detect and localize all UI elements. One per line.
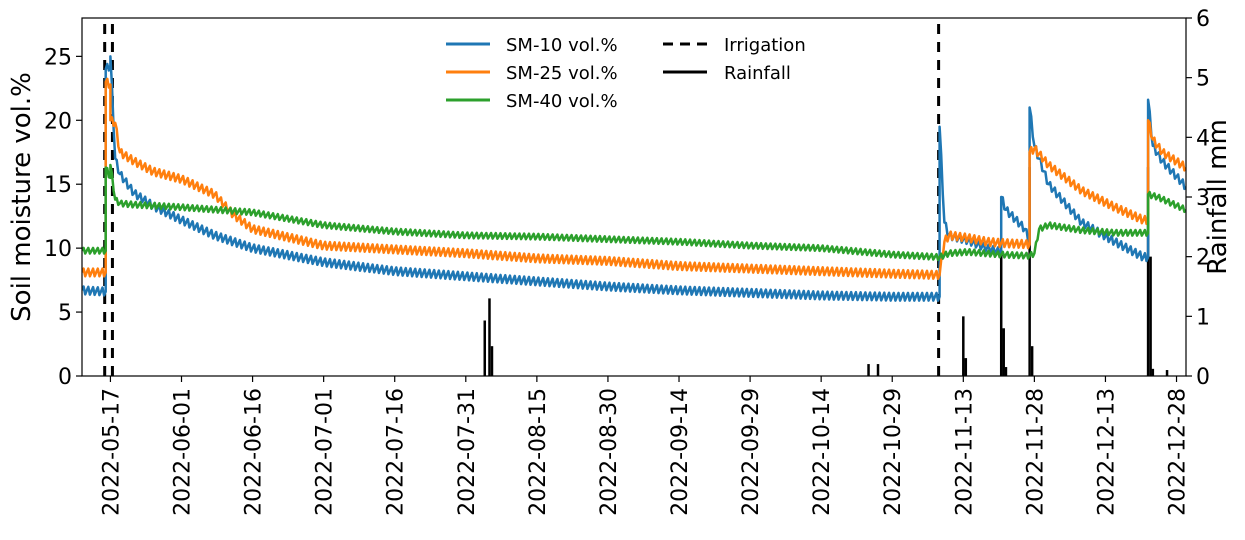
y2-tick-label: 1	[1196, 305, 1210, 330]
x-tick-label: 2022-10-14	[810, 388, 835, 516]
x-tick-label: 2022-10-29	[881, 388, 906, 516]
legend-label: SM-25 vol.%	[506, 63, 618, 84]
x-tick-label: 2022-07-01	[313, 388, 338, 516]
y-tick-label: 10	[44, 237, 72, 262]
y2-axis-label: Rainfall mm	[1203, 119, 1233, 275]
legend: SM-10 vol.% SM-25 vol.% SM-40 vol.% Irrigat…	[446, 35, 806, 112]
y2-tick-label: 5	[1196, 67, 1210, 92]
series-line-sm-25	[82, 77, 1186, 281]
x-tick-label: 2022-05-17	[99, 388, 124, 516]
y2-tick-label: 0	[1196, 365, 1210, 390]
y2-tick-label: 6	[1196, 7, 1210, 32]
x-tick-label: 2022-09-14	[668, 388, 693, 516]
x-tick-label: 2022-12-13	[1094, 388, 1119, 516]
y2-tick-label: 3	[1196, 186, 1210, 211]
x-tick-label: 2022-08-30	[597, 388, 622, 516]
axes: 0 5 10 15 20 25 0 1 2 3 4 5 6 2022-05-17 2022-06-01 202…	[7, 7, 1233, 516]
legend-label: Rainfall	[724, 63, 791, 84]
x-tick-label: 2022-07-16	[384, 388, 409, 516]
y-tick-label: 20	[44, 109, 72, 134]
series-line-sm-10	[82, 55, 1186, 302]
series-line-sm-40	[82, 163, 1186, 262]
plot-frame	[81, 17, 1187, 377]
y-tick-label: 5	[58, 301, 72, 326]
x-tick-label: 2022-09-29	[739, 388, 764, 516]
legend-label: SM-10 vol.%	[506, 35, 618, 56]
x-tick-label: 2022-11-13	[952, 388, 977, 516]
x-tick-label: 2022-08-15	[526, 388, 551, 516]
legend-label: SM-40 vol.%	[506, 91, 618, 112]
series-layer	[82, 55, 1186, 302]
y2-tick-label: 2	[1196, 246, 1210, 271]
y-tick-label: 25	[44, 45, 72, 70]
y2-tick-label: 4	[1196, 126, 1210, 151]
legend-label: Irrigation	[724, 35, 806, 56]
y-tick-label: 15	[44, 173, 72, 198]
x-tick-label: 2022-06-01	[171, 388, 196, 516]
y-axis-label: Soil moisture vol.%	[7, 72, 37, 322]
x-tick-label: 2022-06-16	[242, 388, 267, 516]
x-tick-label: 2022-11-28	[1023, 388, 1048, 516]
x-tick-label: 2022-07-31	[455, 388, 480, 516]
x-tick-label: 2022-12-28	[1166, 388, 1191, 516]
y-tick-label: 0	[58, 365, 72, 390]
rainfall-irrigation-bars	[103, 18, 1169, 376]
